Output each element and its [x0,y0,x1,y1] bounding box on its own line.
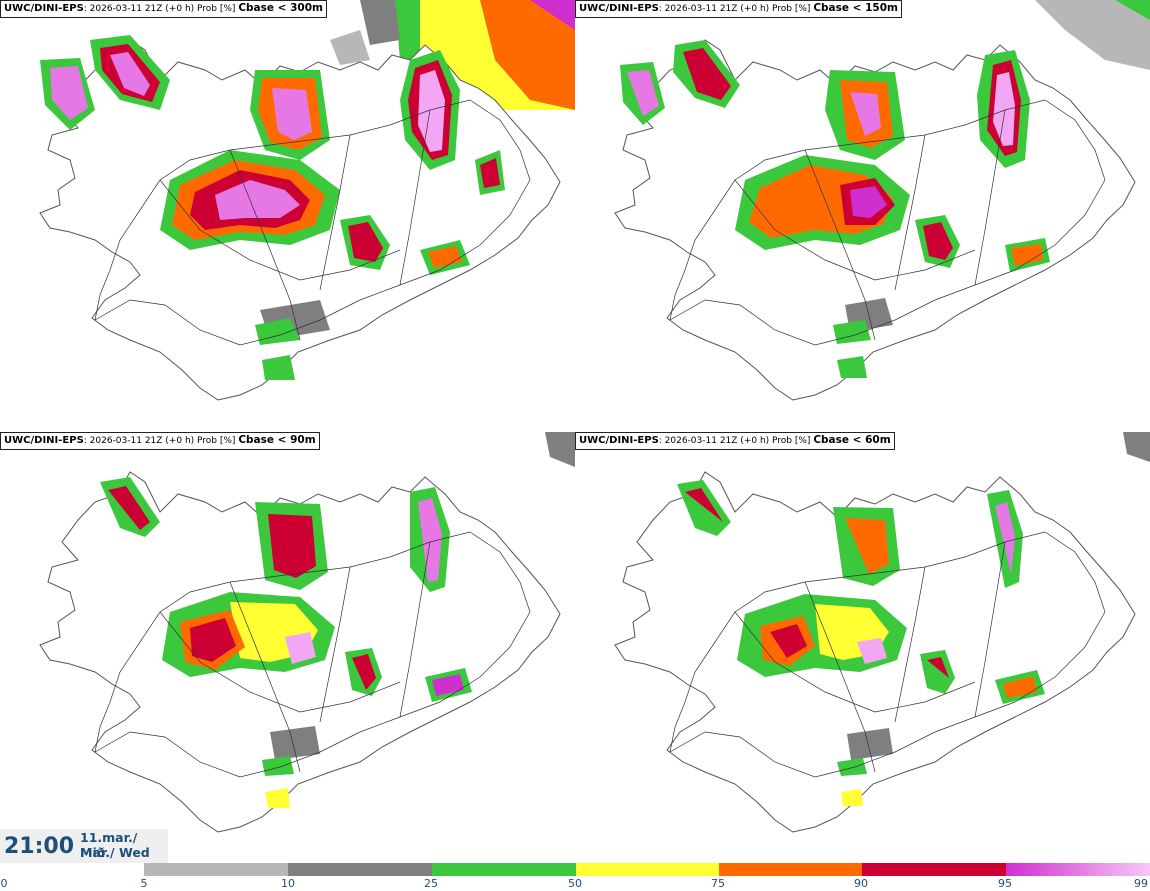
colorbar-segment [719,863,862,876]
probability-map [39,0,575,401]
probability-colorbar [144,863,1150,876]
colorbar-tick: 25 [424,877,438,890]
colorbar-tick: 75 [711,877,725,890]
colorbar-segment [1006,863,1150,876]
map-panel-cbase-300: UWC/DINI-EPS: 2026-03-11 21Z (+0 h) Prob… [0,0,575,432]
colorbar-segment [576,863,719,876]
valid-time-box: 21:00 11.mar./ Mar Mið./ Wed [0,829,168,863]
threshold-label: Cbase < 60m [813,434,891,446]
run-info: : 2026-03-11 21Z (+0 h) Prob [%] [83,4,239,14]
valid-weekday: Mið./ Wed [80,845,150,860]
colorbar-tick: 10 [281,877,295,890]
colorbar-segment [432,863,576,876]
threshold-label: Cbase < 300m [238,2,323,14]
run-info: : 2026-03-11 21Z (+0 h) Prob [%] [658,4,814,14]
model-name: UWC/DINI-EPS [4,435,84,446]
model-name: UWC/DINI-EPS [4,3,84,14]
panel-title: UWC/DINI-EPS: 2026-03-11 21Z (+0 h) Prob… [0,432,320,450]
map-panel-cbase-90: UWC/DINI-EPS: 2026-03-11 21Z (+0 h) Prob… [0,432,575,864]
valid-time: 21:00 [4,834,75,859]
run-info: : 2026-03-11 21Z (+0 h) Prob [%] [658,436,814,446]
colorbar-tick: 0 [0,877,8,890]
probability-map [614,432,1150,833]
threshold-label: Cbase < 90m [238,434,316,446]
threshold-label: Cbase < 150m [813,2,898,14]
colorbar-tick: 5 [140,877,148,890]
panel-title: UWC/DINI-EPS: 2026-03-11 21Z (+0 h) Prob… [575,432,895,450]
colorbar-tick: 90 [854,877,868,890]
map-panel-cbase-60: UWC/DINI-EPS: 2026-03-11 21Z (+0 h) Prob… [575,432,1150,864]
run-info: : 2026-03-11 21Z (+0 h) Prob [%] [83,436,239,446]
colorbar-segment [144,863,288,876]
valid-date: 11.mar./ Mar [80,830,138,860]
panel-title: UWC/DINI-EPS: 2026-03-11 21Z (+0 h) Prob… [575,0,902,18]
model-name: UWC/DINI-EPS [579,3,659,14]
colorbar-segment [862,863,1006,876]
colorbar-segment [288,863,432,876]
probability-map [39,432,575,833]
probability-map [614,0,1150,401]
colorbar-tick: 50 [568,877,582,890]
model-name: UWC/DINI-EPS [579,435,659,446]
colorbar-tick: 95 [998,877,1012,890]
panel-title: UWC/DINI-EPS: 2026-03-11 21Z (+0 h) Prob… [0,0,327,18]
colorbar-tick: 99 [1134,877,1148,890]
map-panel-cbase-150: UWC/DINI-EPS: 2026-03-11 21Z (+0 h) Prob… [575,0,1150,432]
